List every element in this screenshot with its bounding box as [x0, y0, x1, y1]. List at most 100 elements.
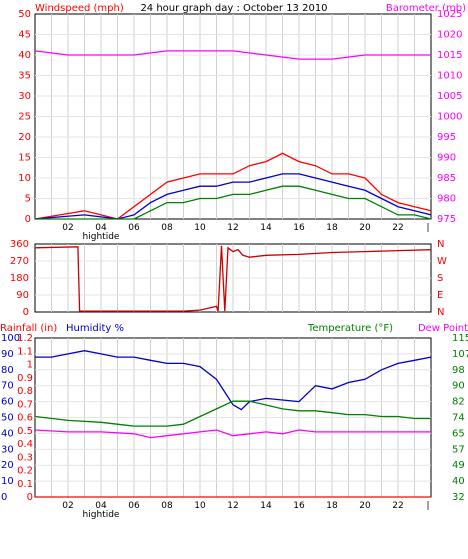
windspeed-tick-label: 5 — [25, 194, 31, 205]
x-tick-label: 16 — [293, 501, 305, 511]
direction-tick-label: 270 — [10, 256, 29, 267]
x-end-tick: | — [426, 501, 429, 511]
rainfall-tick-label: 0.5 — [17, 426, 33, 437]
temperature-tick-label: 49 — [452, 460, 465, 471]
humidity-tick-label: 60 — [1, 397, 14, 408]
series-3-line — [34, 50, 431, 60]
barometer-tick-label: 1010 — [437, 71, 462, 82]
direction-line — [34, 245, 432, 312]
windspeed-tick-label: 0 — [25, 214, 31, 225]
temperature-tick-label: 107 — [452, 349, 468, 360]
rainfall-tick-label: 0.1 — [17, 479, 33, 490]
wind-barometer-panel: 0510152025303540455097598098599099510001… — [18, 9, 462, 242]
series-2-line — [34, 429, 431, 439]
windspeed-tick-label: 15 — [18, 153, 31, 164]
x-tick-label: 10 — [194, 223, 206, 233]
x-tick-label: 06 — [128, 223, 140, 233]
temperature-tick-label: 98 — [452, 365, 465, 376]
windspeed-tick-label: 40 — [18, 50, 31, 61]
series-1-line — [34, 400, 431, 427]
humidity-tick-label: 10 — [1, 476, 14, 487]
humidity-axis-label: Humidity % — [66, 323, 124, 334]
x-tick-label: 08 — [161, 223, 173, 233]
x-tick-label: 22 — [392, 223, 403, 233]
temperature-tick-label: 115 — [452, 333, 468, 344]
windspeed-tick-label: 25 — [18, 112, 31, 123]
barometer-tick-label: 1025 — [437, 9, 462, 20]
x-tick-label: 16 — [293, 223, 305, 233]
rainfall-tick-label: 1.2 — [17, 333, 33, 344]
rainfall-tick-label: 1.1 — [17, 346, 33, 357]
direction-tick-label: 0 — [23, 307, 29, 318]
temperature-tick-label: 90 — [452, 381, 465, 392]
compass-tick-label: S — [437, 273, 443, 284]
windspeed-axis-label: Windspeed (mph) — [35, 3, 124, 14]
x-tick-label: 04 — [95, 501, 107, 511]
rainfall-tick-label: 0.9 — [17, 373, 33, 384]
x-tick-label: 20 — [359, 501, 371, 511]
barometer-tick-label: 1000 — [437, 112, 462, 123]
series-2-line — [35, 185, 432, 220]
x-tick-label: 04 — [95, 223, 107, 233]
temperature-axis-label: Temperature (°F) — [307, 323, 393, 334]
x-tick-label: 14 — [260, 501, 272, 511]
humidity-temperature-panel: 0 0.1 0.2 0.3 0.4 0.5 0.6 0.7 0.8 0.9 1 1.1 1.2 0 10 20… — [1, 333, 468, 520]
barometer-tick-label: 975 — [437, 214, 456, 225]
rainfall-tick-label: 0.4 — [17, 439, 33, 450]
dewpoint-axis-label: Dew Point — [418, 323, 468, 334]
barometer-tick-label: 990 — [437, 153, 456, 164]
x-tick-label: 10 — [194, 501, 206, 511]
x-tick-label: 02 — [62, 501, 73, 511]
x-tick-label: 12 — [227, 223, 238, 233]
hightide-label: hightide — [83, 232, 120, 242]
rainfall-tick-label: 0.3 — [17, 452, 33, 463]
barometer-tick-label: 985 — [437, 173, 456, 184]
chart-title: 24 hour graph day : October 13 2010 — [140, 3, 327, 14]
direction-tick-label: 180 — [10, 273, 29, 284]
rainfall-axis-label: Rainfall (in) — [0, 323, 57, 334]
rainfall-tick-label: 0.6 — [17, 413, 33, 424]
rainfall-tick-label: 0.2 — [17, 466, 33, 477]
barometer-tick-label: 1015 — [437, 50, 462, 61]
humidity-tick-label: 50 — [1, 413, 14, 424]
compass-tick-label: W — [437, 256, 447, 267]
humidity-tick-label: 30 — [1, 444, 14, 455]
compass-tick-label: N — [437, 239, 444, 250]
x-tick-label: 22 — [392, 501, 403, 511]
humidity-tick-label: 20 — [1, 460, 14, 471]
compass-tick-label: E — [437, 290, 443, 301]
barometer-tick-label: 995 — [437, 132, 456, 143]
humidity-tick-label: 70 — [1, 381, 14, 392]
x-tick-label: 18 — [326, 223, 338, 233]
rainfall-tick-label: 0 — [27, 492, 33, 503]
windspeed-tick-label: 30 — [18, 91, 31, 102]
humidity-tick-label: 40 — [1, 428, 14, 439]
series-0-line — [35, 350, 432, 411]
barometer-tick-label: 1020 — [437, 30, 462, 41]
x-tick-label: 02 — [62, 223, 73, 233]
direction-tick-label: 90 — [16, 290, 29, 301]
barometer-axis-label: Barometer (mb) — [386, 3, 466, 14]
barometer-tick-label: 980 — [437, 194, 456, 205]
temperature-tick-label: 40 — [452, 476, 465, 487]
rainfall-tick-label: 1 — [27, 360, 33, 371]
x-tick-label: 08 — [161, 501, 173, 511]
compass-tick-label: N — [437, 307, 444, 318]
windspeed-tick-label: 20 — [18, 132, 31, 143]
barometer-tick-label: 1005 — [437, 91, 462, 102]
windspeed-tick-label: 50 — [18, 9, 31, 20]
direction-tick-label: 360 — [10, 239, 29, 250]
rainfall-tick-label: 0.7 — [17, 399, 33, 410]
x-tick-label: 12 — [227, 501, 238, 511]
temperature-tick-label: 82 — [452, 397, 465, 408]
hightide-label: hightide — [83, 510, 120, 520]
windspeed-tick-label: 10 — [18, 173, 31, 184]
x-end-tick: | — [426, 223, 429, 233]
x-tick-label: 06 — [128, 501, 140, 511]
x-tick-label: 14 — [260, 223, 272, 233]
temperature-tick-label: 74 — [452, 413, 465, 424]
temperature-tick-label: 57 — [452, 444, 465, 455]
